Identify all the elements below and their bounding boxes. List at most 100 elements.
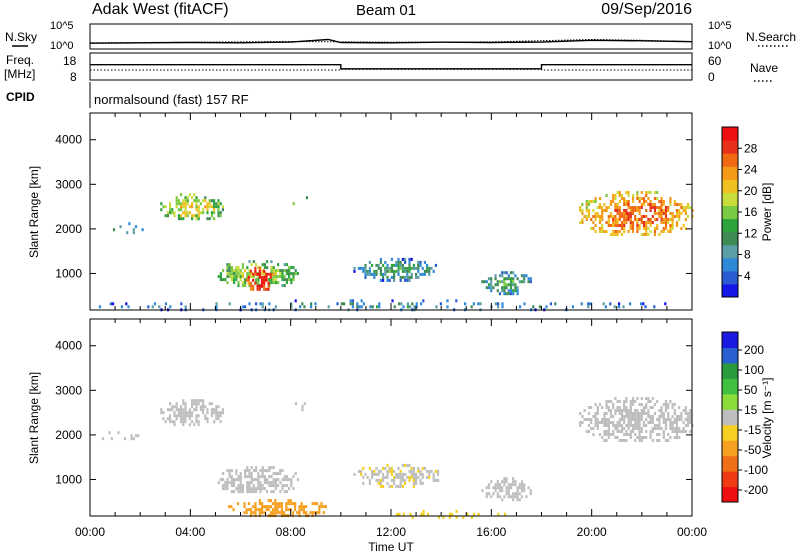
- data-cell: [446, 305, 449, 309]
- data-cell: [257, 278, 260, 282]
- data-cell: [252, 469, 255, 473]
- data-cell: [664, 424, 668, 427]
- data-cell: [241, 484, 244, 488]
- data-cell: [680, 415, 683, 418]
- data-cell: [682, 224, 685, 227]
- data-cell: [290, 266, 293, 270]
- data-cell: [219, 414, 222, 418]
- data-cell: [237, 266, 240, 270]
- data-cell: [612, 200, 615, 203]
- data-cell: [660, 409, 663, 412]
- data-cell: [616, 191, 619, 194]
- data-cell: [281, 284, 284, 288]
- data-cell: [503, 277, 506, 281]
- data-cell: [660, 221, 663, 224]
- data-cell: [186, 414, 189, 418]
- data-cell: [664, 215, 668, 218]
- data-cell: [673, 215, 676, 218]
- data-cell: [290, 278, 293, 282]
- data-cell: [658, 212, 661, 215]
- data-cell: [627, 191, 630, 194]
- data-cell: [686, 424, 690, 427]
- data-cell: [377, 481, 380, 485]
- data-cell: [237, 490, 240, 494]
- data-cell: [623, 218, 626, 221]
- data-cell: [638, 421, 641, 424]
- data-cell: [625, 412, 628, 415]
- data-cell: [401, 266, 404, 270]
- data-cell: [496, 280, 499, 284]
- data-cell: [669, 224, 672, 227]
- data-cell: [675, 433, 679, 436]
- data-cell: [631, 206, 635, 209]
- data-cell: [609, 215, 613, 218]
- data-cell: [631, 397, 635, 400]
- data-cell: [520, 486, 524, 490]
- data-cell: [298, 508, 301, 512]
- data-cell: [261, 511, 264, 515]
- data-cell: [274, 305, 277, 309]
- data-cell: [658, 233, 661, 236]
- data-cell: [246, 475, 249, 479]
- data-cell: [197, 414, 200, 418]
- data-cell: [180, 214, 183, 218]
- data-cell: [412, 484, 415, 488]
- data-cell: [642, 224, 646, 227]
- data-cell: [616, 233, 619, 236]
- data-cell: [645, 424, 648, 427]
- data-cell: [660, 200, 663, 203]
- data-cell: [428, 269, 431, 273]
- data-cell: [388, 484, 391, 488]
- data-cell: [640, 427, 643, 430]
- data-cell: [629, 209, 632, 212]
- data-cell: [627, 212, 630, 215]
- data-cell: [237, 478, 240, 482]
- data-cell: [667, 221, 670, 224]
- data-cell: [173, 411, 176, 415]
- data-cell: [667, 433, 670, 436]
- data-cell: [503, 483, 506, 487]
- data-cell: [202, 208, 205, 212]
- data-cell: [603, 430, 606, 433]
- data-cell: [288, 275, 291, 279]
- data-cell: [518, 486, 521, 490]
- data-cell: [678, 218, 681, 221]
- data-cell: [197, 399, 200, 403]
- data-cell: [627, 433, 630, 436]
- data-cell: [257, 484, 260, 488]
- data-cell: [202, 399, 205, 403]
- data-cell: [404, 278, 407, 282]
- data-cell: [509, 486, 513, 490]
- data-cell: [640, 418, 643, 421]
- data-cell: [210, 408, 213, 412]
- data-cell: [529, 489, 532, 493]
- data-cell: [193, 193, 196, 197]
- data-cell: [311, 511, 314, 515]
- data-cell: [601, 212, 604, 215]
- data-cell: [182, 423, 185, 427]
- data-cell: [246, 484, 249, 488]
- data-cell: [184, 196, 187, 200]
- data-cell: [252, 505, 255, 509]
- data-cell: [169, 211, 172, 215]
- data-cell: [658, 206, 661, 209]
- data-cell: [274, 278, 277, 282]
- data-cell: [598, 197, 602, 200]
- data-cell: [627, 412, 630, 415]
- data-cell: [658, 209, 661, 212]
- data-cell: [653, 424, 657, 427]
- data-cell: [618, 430, 621, 433]
- y-tick-label: 2000: [55, 222, 82, 236]
- data-cell: [239, 275, 242, 279]
- data-cell: [397, 266, 400, 270]
- data-cell: [673, 412, 676, 415]
- data-cell: [303, 305, 306, 309]
- data-cell: [408, 275, 411, 279]
- data-cell: [618, 400, 621, 403]
- data-cell: [274, 502, 277, 506]
- data-cell: [684, 209, 687, 212]
- data-cell: [188, 417, 191, 421]
- data-cell: [645, 191, 648, 194]
- data-cell: [634, 400, 637, 403]
- data-cell: [230, 266, 233, 270]
